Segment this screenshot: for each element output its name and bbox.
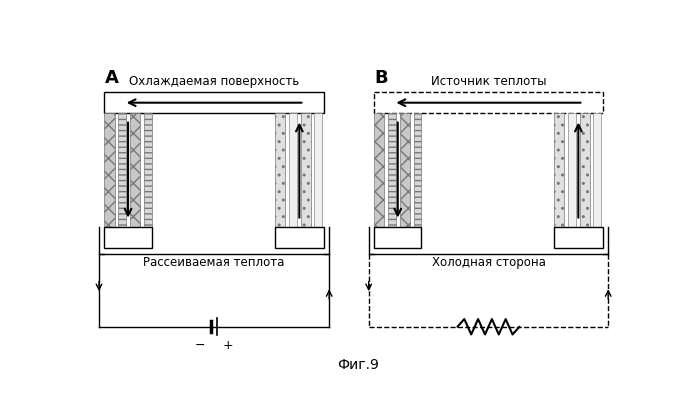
Text: Фиг.9: Фиг.9 (338, 358, 379, 372)
Text: Источник теплоты: Источник теплоты (431, 75, 546, 88)
Bar (104, 92, 324, 114)
Bar (388, 114, 396, 227)
Bar (568, 114, 575, 227)
Bar (374, 92, 603, 114)
Bar (400, 114, 410, 227)
Bar (315, 114, 322, 227)
Bar (118, 114, 126, 227)
Text: Рассеиваемая теплота: Рассеиваемая теплота (143, 256, 284, 269)
Text: +: + (223, 339, 233, 352)
Bar (104, 227, 152, 248)
Text: −: − (195, 339, 206, 352)
Bar (130, 114, 140, 227)
Text: Холодная сторона: Холодная сторона (431, 256, 545, 269)
Text: В: В (374, 69, 388, 87)
Bar (579, 114, 589, 227)
Bar (554, 227, 603, 248)
Bar (275, 227, 324, 248)
Text: Охлаждаемая поверхность: Охлаждаемая поверхность (129, 75, 299, 88)
Bar (275, 114, 285, 227)
Bar (289, 114, 296, 227)
Text: А: А (104, 69, 118, 87)
Bar (104, 114, 115, 227)
Bar (414, 114, 421, 227)
Bar (144, 114, 152, 227)
Bar (554, 114, 564, 227)
Bar (593, 114, 601, 227)
Bar (374, 114, 384, 227)
Bar (301, 114, 310, 227)
Bar (374, 227, 421, 248)
